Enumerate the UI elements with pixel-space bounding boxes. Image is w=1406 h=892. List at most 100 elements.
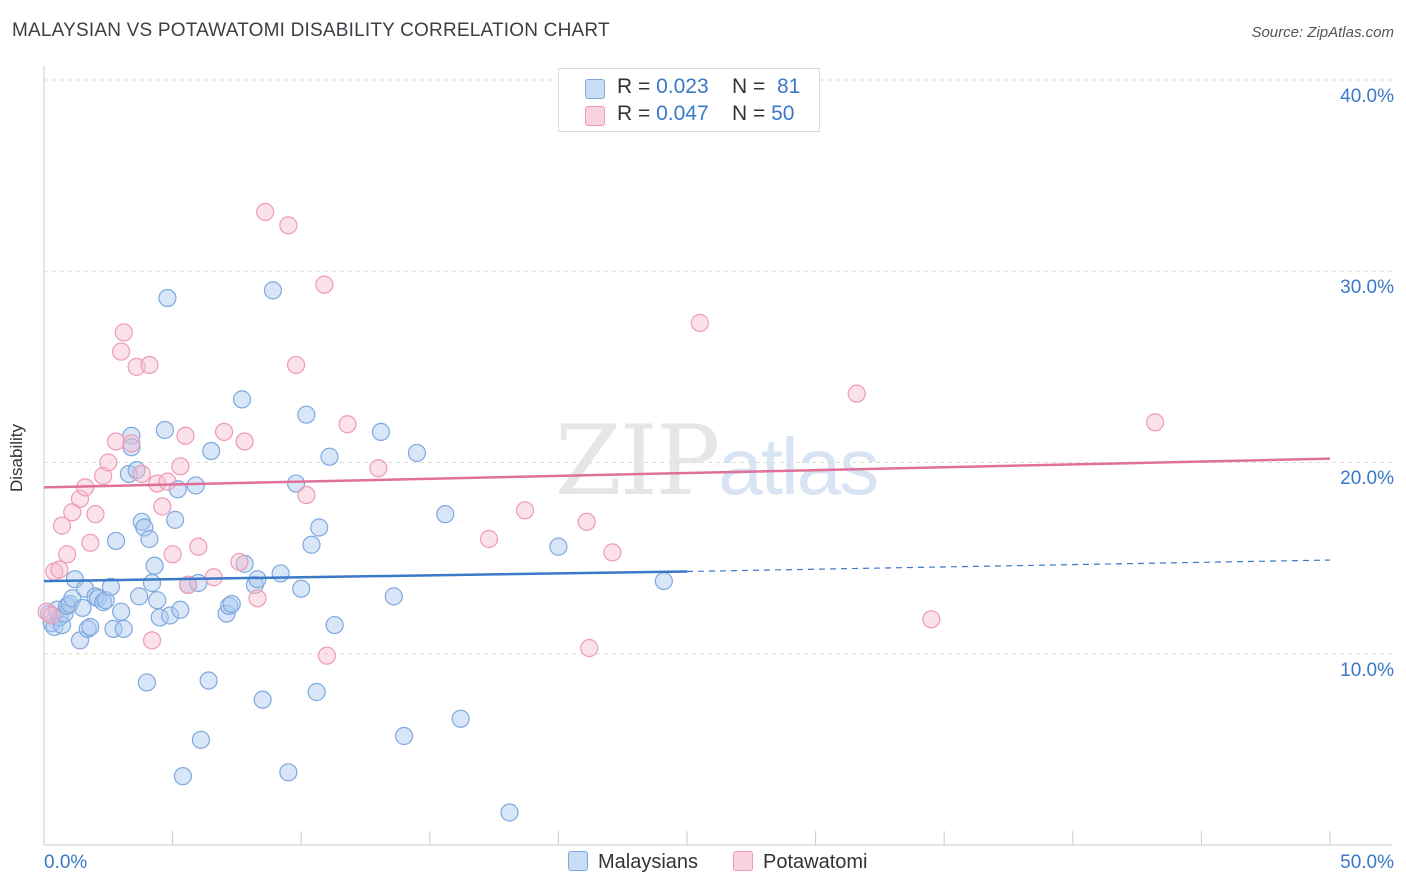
potawatomi-point xyxy=(42,606,61,625)
potawatomi-point xyxy=(922,610,941,629)
legend-n-label: N = xyxy=(732,75,772,98)
potawatomi-point xyxy=(112,342,131,361)
malaysians-point xyxy=(297,405,316,424)
potawatomi-point xyxy=(286,355,306,375)
potawatomi-point xyxy=(256,202,275,222)
malaysians-point xyxy=(191,730,210,749)
potawatomi-point xyxy=(106,432,126,451)
malaysians-point xyxy=(142,573,162,593)
potawatomi-point xyxy=(86,505,105,524)
potawatomi-point xyxy=(338,415,357,434)
potawatomi-point xyxy=(690,313,709,332)
potawatomi-point xyxy=(94,466,113,485)
malaysians-point xyxy=(166,510,185,529)
potawatomi-point xyxy=(317,646,337,665)
malaysians-point xyxy=(292,579,311,598)
malaysians-point xyxy=(78,619,97,638)
bottom-legend-swatch-blue xyxy=(568,851,588,871)
malaysians-point xyxy=(310,518,329,537)
malaysians-point xyxy=(320,447,339,466)
potawatomi-point xyxy=(603,543,622,562)
potawatomi-point xyxy=(99,453,118,472)
malaysians-point xyxy=(137,673,156,692)
source-label: Source: ZipAtlas.com xyxy=(1251,24,1394,41)
malaysians-point xyxy=(220,596,239,616)
malaysians-point xyxy=(286,474,306,493)
malaysians-point xyxy=(202,441,221,461)
malaysians-point xyxy=(451,709,470,728)
malaysians-point xyxy=(94,593,113,612)
potawatomi-point xyxy=(248,589,267,608)
legend-n-value: 50 xyxy=(771,102,795,125)
bottom-legend-swatch-pink xyxy=(733,851,753,871)
watermark: ZIPatlas xyxy=(555,405,879,517)
potawatomi-point xyxy=(122,434,141,453)
malaysians-point xyxy=(271,564,290,583)
malaysians-point xyxy=(73,598,92,617)
malaysians-point xyxy=(302,535,321,554)
x-tick-label-0: 0.0% xyxy=(44,852,88,873)
malaysians-point xyxy=(135,518,154,537)
legend-r-label: R = xyxy=(617,75,657,98)
potawatomi-point xyxy=(580,638,599,658)
potawatomi-point xyxy=(176,426,195,445)
malaysians-point xyxy=(173,767,192,786)
y-axis-label: Disability xyxy=(7,423,26,493)
potawatomi-point xyxy=(52,516,72,535)
malaysians-point xyxy=(160,606,180,625)
potawatomi-point xyxy=(847,384,866,403)
y-tick-label-30: 30.0% xyxy=(1340,277,1394,298)
malaysians-point xyxy=(130,587,149,606)
malaysians-point xyxy=(325,615,344,635)
malaysians-point xyxy=(114,619,133,638)
legend-n-label: N = xyxy=(732,102,772,125)
potawatomi-point xyxy=(479,529,499,549)
potawatomi-point xyxy=(50,560,69,579)
potawatomi-point xyxy=(315,275,334,294)
malaysians-point xyxy=(654,571,673,591)
malaysians-point xyxy=(145,556,164,575)
potawatomi-point xyxy=(235,432,254,451)
legend-swatch-pink xyxy=(585,106,605,126)
malaysians-point xyxy=(158,288,177,308)
y-tick-label-40: 40.0% xyxy=(1340,86,1394,107)
malaysians-point xyxy=(394,726,414,746)
y-tick-label-20: 20.0% xyxy=(1340,468,1394,489)
potawatomi-point xyxy=(63,503,82,522)
correlation-legend: R = 0.023 N = 81 R = 0.047 N = 50 xyxy=(558,68,820,132)
malaysians-point xyxy=(186,476,205,495)
x-tick-label-50: 50.0% xyxy=(1340,852,1394,873)
potawatomi-point xyxy=(1146,413,1165,432)
potawatomi-point xyxy=(58,545,77,564)
malaysians-point xyxy=(500,803,519,822)
malaysians-trend-line xyxy=(43,570,688,583)
malaysians-point xyxy=(232,390,252,409)
malaysians-point xyxy=(112,602,131,621)
watermark-atlas: atlas xyxy=(718,422,879,511)
bottom-legend-label: Potawatomi xyxy=(763,851,868,873)
malaysians-point xyxy=(263,281,283,300)
malaysians-point xyxy=(371,422,391,441)
malaysians-point xyxy=(307,682,326,702)
malaysians-point xyxy=(199,671,218,690)
potawatomi-point xyxy=(140,355,159,375)
legend-r-label: R = xyxy=(617,102,657,125)
potawatomi-point xyxy=(158,472,177,491)
potawatomi-point xyxy=(142,631,162,650)
malaysians-point xyxy=(155,420,174,440)
potawatomi-point xyxy=(114,323,133,342)
potawatomi-point xyxy=(230,552,249,572)
potawatomi-point xyxy=(178,575,198,595)
potawatomi-trend-line xyxy=(43,457,1331,489)
malaysians-point xyxy=(384,587,403,606)
bottom-legend-label: Malaysians xyxy=(598,851,699,873)
malaysians-point xyxy=(171,600,190,619)
malaysians-point xyxy=(549,537,568,556)
potawatomi-point xyxy=(153,497,172,516)
bottom-legend-potawatomi: Potawatomi xyxy=(733,851,868,874)
chart-title: MALAYSIAN VS POTAWATOMI DISABILITY CORRE… xyxy=(12,20,610,41)
malaysians-point xyxy=(101,577,120,596)
potawatomi-point xyxy=(369,459,388,478)
potawatomi-point xyxy=(70,489,90,508)
legend-n-value: 81 xyxy=(776,75,801,98)
